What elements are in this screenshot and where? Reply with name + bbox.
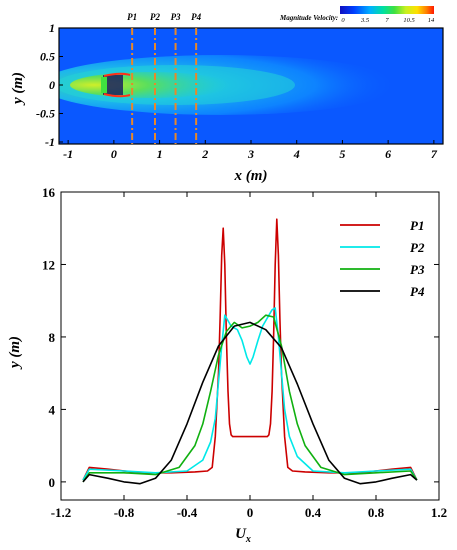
contour-x-tick-label: 7 xyxy=(431,147,438,161)
jet-plume-core xyxy=(70,72,230,98)
chart-y-ticks: 0 4 8 12 16 xyxy=(42,185,439,490)
contour-y-axis-label: y (m) xyxy=(10,72,26,106)
chart-y-tick-label: 0 xyxy=(49,475,56,490)
chart-legend: P1 P2 P3 P4 xyxy=(340,218,425,299)
chart-x-axis-label-subscript: x xyxy=(245,534,251,545)
contour-panel: P1 P2 P3 P4 Magnitude Velocity: 0 3.5 7 10.5 14… xyxy=(10,6,444,184)
chart-y-axis-label: y (m) xyxy=(7,336,23,370)
nozzle-body xyxy=(103,75,123,95)
chart-x-tick-label: -0.4 xyxy=(177,505,198,520)
series-line-p3 xyxy=(82,314,418,483)
probe-label: P2 xyxy=(150,12,160,22)
nozzle-shear-layer-bottom xyxy=(103,93,131,98)
series-line-p2 xyxy=(82,307,418,481)
contour-x-tick-label: 4 xyxy=(293,147,300,161)
contour-y-tick-label: -0.5 xyxy=(36,107,55,121)
contour-x-tick-label: 6 xyxy=(385,147,391,161)
chart-y-tick-label: 4 xyxy=(49,402,56,417)
chart-y-tick-label: 16 xyxy=(42,185,56,200)
chart-x-ticks: -1.2 -0.8 -0.4 0 0.4 0.8 1.2 xyxy=(51,192,447,520)
colorbar-swatch xyxy=(340,6,434,14)
contour-x-tick-label: 1 xyxy=(157,147,163,161)
series-line-p1 xyxy=(82,218,418,481)
contour-y-tick-label: 0 xyxy=(49,78,55,92)
probe-lines: P1 P2 P3 P4 xyxy=(127,12,202,144)
probe-label: P4 xyxy=(191,12,201,22)
velocity-jet xyxy=(59,55,400,115)
chart-x-tick-label: 0 xyxy=(247,505,254,520)
contour-colorbar: Magnitude Velocity: 0 3.5 7 10.5 14 xyxy=(279,6,435,24)
contour-x-tick-label: 2 xyxy=(201,147,208,161)
chart-x-tick-label: -1.2 xyxy=(51,505,72,520)
contour-x-tick-label: 3 xyxy=(247,147,254,161)
legend-label: P2 xyxy=(410,240,425,255)
nozzle-shear-layer-top xyxy=(103,72,131,77)
colorbar-tick-label: 0 xyxy=(341,17,345,24)
contour-x-tick-label: 0 xyxy=(111,147,117,161)
contour-y-tick-label: 1 xyxy=(49,21,55,35)
chart-x-tick-label: 0.8 xyxy=(368,505,385,520)
probe-label: P1 xyxy=(127,12,137,22)
contour-x-tick-label: -1 xyxy=(63,147,73,161)
chart-x-axis-label: Ux xyxy=(235,526,251,545)
chart-x-tick-label: 1.2 xyxy=(431,505,447,520)
series-line-p4 xyxy=(82,321,418,485)
chart-series xyxy=(82,218,418,485)
colorbar-ticks: 0 3.5 7 10.5 14 xyxy=(341,17,435,24)
contour-y-ticks: 1 0.5 0 -0.5 -1 xyxy=(36,21,63,149)
colorbar-tick-label: 10.5 xyxy=(403,17,415,24)
nozzle-exit xyxy=(101,77,107,93)
legend-label: P1 xyxy=(410,218,424,233)
chart-x-tick-label: -0.8 xyxy=(114,505,135,520)
contour-x-ticks: -1 0 1 2 3 4 5 6 7 xyxy=(63,140,438,161)
chart-y-tick-label: 12 xyxy=(42,257,55,272)
colorbar-tick-label: 14 xyxy=(428,17,435,24)
colorbar-tick-label: 3.5 xyxy=(360,17,370,24)
contour-x-axis-label: x (m) xyxy=(234,168,268,184)
contour-x-tick-label: 5 xyxy=(339,147,345,161)
chart-x-tick-label: 0.4 xyxy=(305,505,322,520)
legend-label: P4 xyxy=(410,284,425,299)
chart-plot-area xyxy=(60,191,440,501)
colorbar-tick-label: 7 xyxy=(385,17,389,24)
probe-label: P3 xyxy=(171,12,181,22)
colorbar-title: Magnitude Velocity: xyxy=(279,14,338,22)
contour-y-tick-label: -1 xyxy=(45,135,55,149)
legend-label: P3 xyxy=(410,262,425,277)
contour-y-tick-label: 0.5 xyxy=(40,50,55,64)
chart-y-tick-label: 8 xyxy=(49,330,56,345)
